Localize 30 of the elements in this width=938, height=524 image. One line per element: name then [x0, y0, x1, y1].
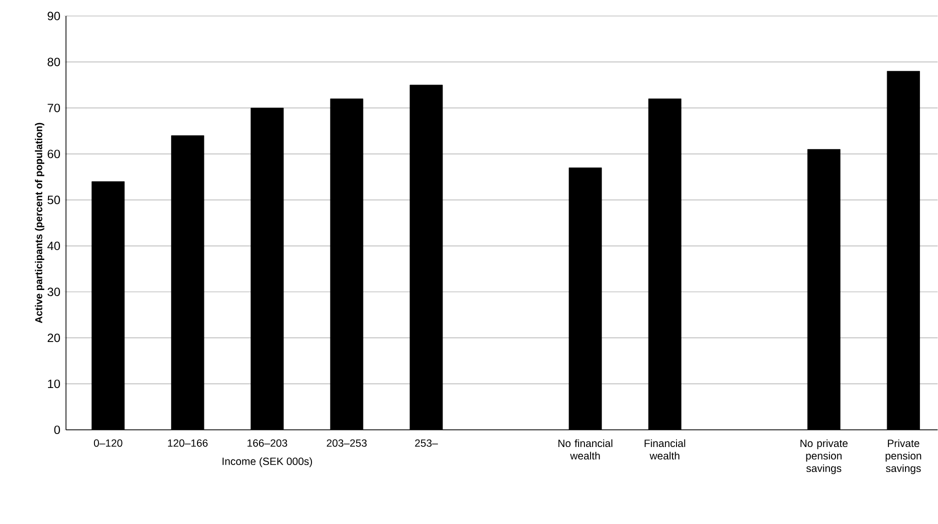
bar	[568, 168, 602, 430]
y-tick-label: 60	[48, 150, 60, 158]
bar	[648, 98, 682, 430]
x-tick-label: 253–	[415, 439, 438, 447]
bar	[250, 108, 284, 430]
y-tick-label: 70	[48, 104, 60, 112]
bar	[807, 149, 840, 430]
bar	[92, 181, 125, 430]
y-tick-label: 40	[47, 242, 60, 250]
y-tick-label: 90	[48, 12, 60, 20]
x-tick-label: Private pension savings	[886, 439, 922, 474]
x-tick-label: No financial wealth	[558, 439, 612, 460]
x-tick-label: No private pension savings	[800, 439, 848, 474]
x-tick-label: 166–203	[248, 439, 288, 447]
y-axis-title: Active participants (percent of population)	[34, 122, 44, 324]
bar	[886, 71, 920, 430]
x-tick-label: Financial wealth	[644, 439, 686, 460]
bar	[330, 98, 364, 430]
x-tick-label: 0–120	[94, 439, 122, 447]
y-tick-label: 80	[48, 58, 60, 66]
bar	[171, 135, 204, 430]
y-tick-label: 0	[54, 426, 60, 434]
x-tick-label: 120–166	[168, 439, 208, 447]
y-tick-label: 20	[48, 334, 60, 342]
y-tick-label: 50	[48, 196, 60, 204]
bar	[410, 84, 443, 430]
x-tick-label: 203–253	[326, 439, 367, 447]
x-axis-title: Income (SEK 000s)	[222, 457, 312, 468]
y-tick-label: 30	[48, 288, 60, 296]
y-tick-label: 10	[48, 380, 60, 388]
